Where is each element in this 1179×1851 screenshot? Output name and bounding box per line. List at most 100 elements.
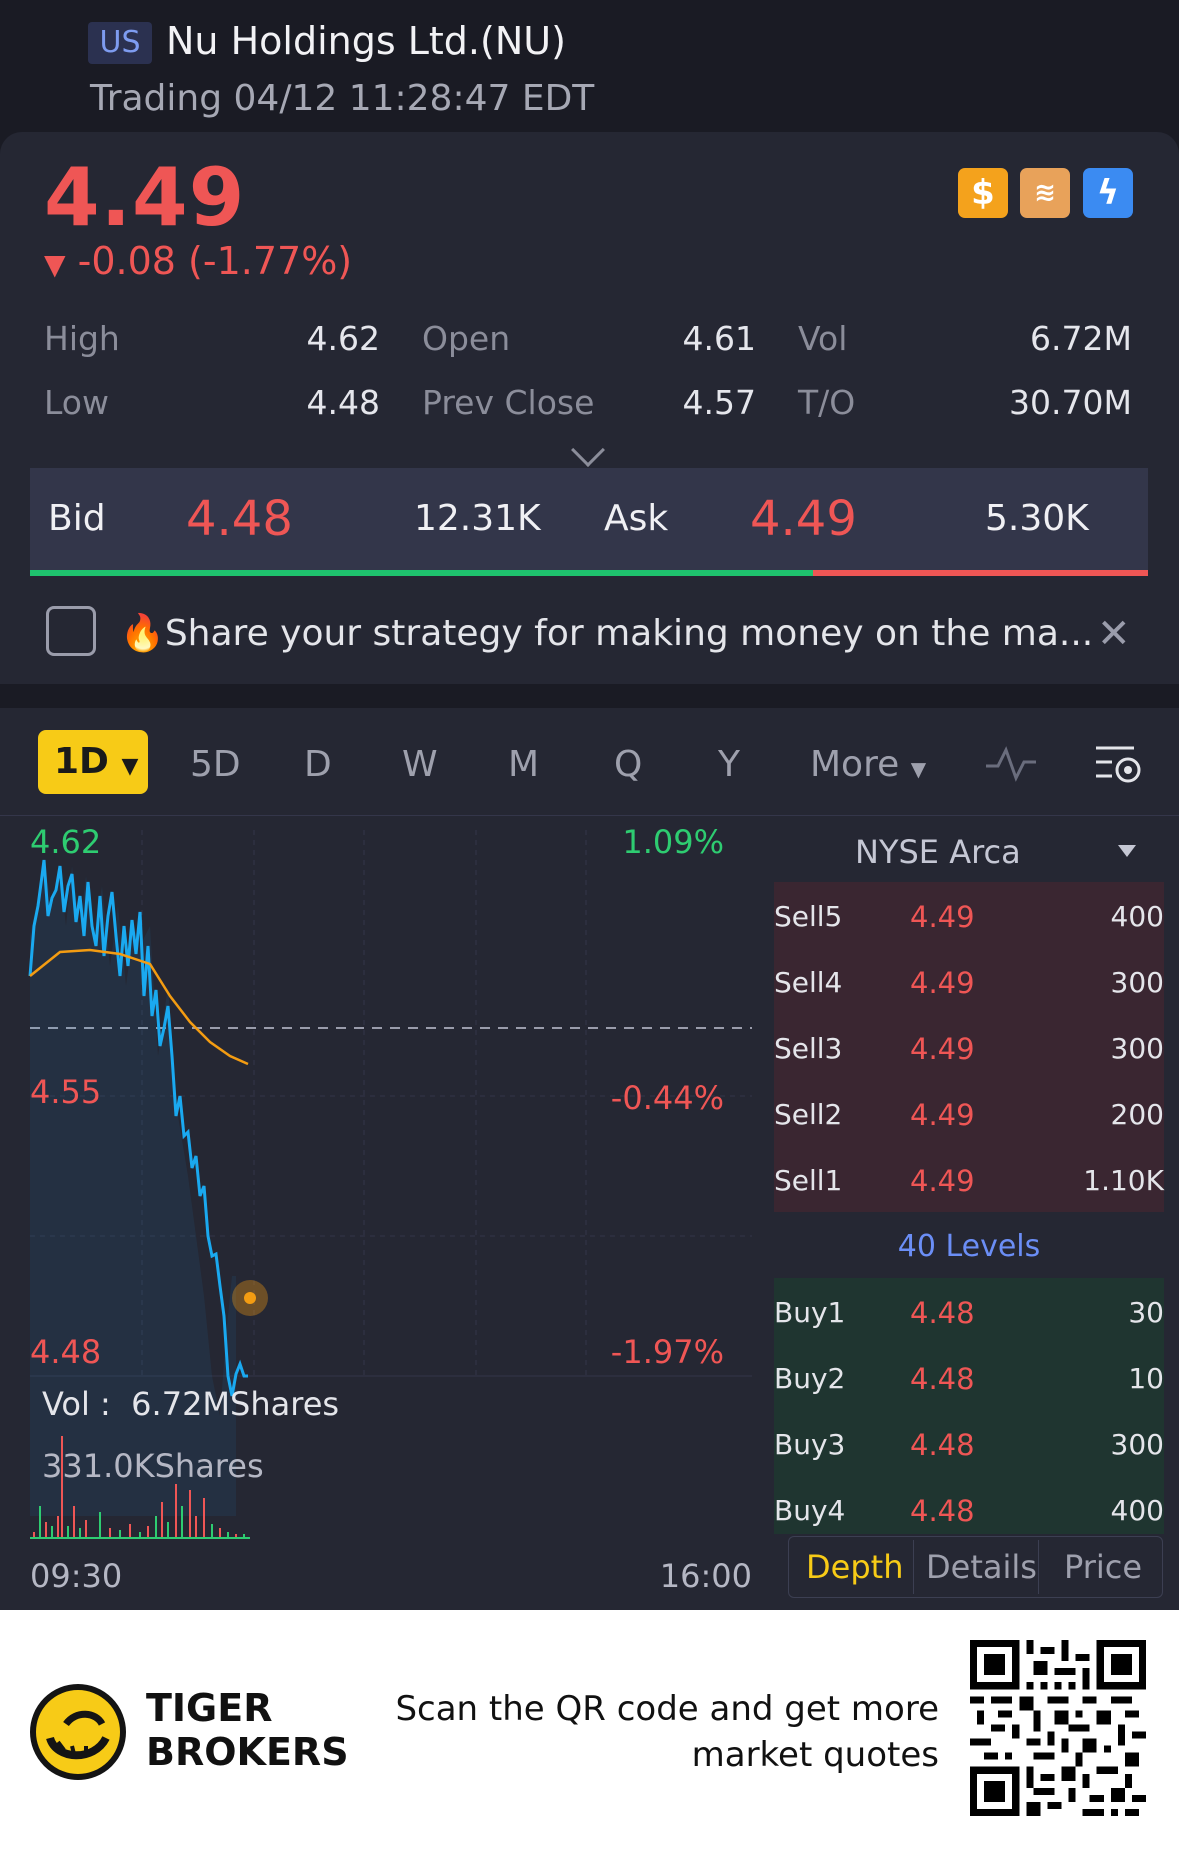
volume-label: Vol : 6.72MShares xyxy=(42,1384,339,1424)
level-name: Sell4 xyxy=(774,966,843,999)
prev-close-value: 4.57 xyxy=(682,383,756,422)
level-qty: 200 xyxy=(1110,1098,1164,1131)
sell-row: Sell2 4.49 200 xyxy=(774,1082,1164,1148)
pct-axis-low: -1.97% xyxy=(610,1333,724,1371)
average-line xyxy=(29,948,249,1066)
ask-strength-bar xyxy=(813,570,1148,576)
level-name: Sell2 xyxy=(774,1098,843,1131)
sell-levels-bg xyxy=(774,882,1164,1212)
brand-line-1: TIGER xyxy=(146,1686,273,1730)
turnover-value: 30.70M xyxy=(1009,383,1132,422)
promo-banner[interactable] xyxy=(0,590,1179,684)
ask-label: Ask xyxy=(604,498,669,539)
scan-text: Scan the QR code and get more market quo… xyxy=(395,1686,939,1778)
tab-1d-label: 1D xyxy=(54,741,109,782)
low-value: 4.48 xyxy=(306,383,380,422)
tab-details[interactable]: Details xyxy=(926,1548,1037,1586)
exchange-selector[interactable]: NYSE Arca xyxy=(855,833,1021,871)
level-qty: 1.10K xyxy=(1083,1164,1164,1197)
price-line xyxy=(28,859,248,1397)
tab-w[interactable]: W xyxy=(402,744,438,785)
tab-price[interactable]: Price xyxy=(1064,1548,1143,1586)
level-price: 4.48 xyxy=(910,1296,975,1330)
vol-value: 6.72M xyxy=(1030,319,1132,358)
buy-row: Buy2 4.48 10 xyxy=(774,1346,1164,1412)
tab-q[interactable]: Q xyxy=(614,744,643,785)
level-name: Sell1 xyxy=(774,1164,843,1197)
header-bar xyxy=(0,0,1179,135)
level-price: 4.48 xyxy=(910,1362,975,1396)
intraday-chart[interactable] xyxy=(0,816,760,1596)
bid-size: 12.31K xyxy=(414,498,541,539)
pct-axis-mid: -0.44% xyxy=(610,1079,724,1117)
level-qty: 400 xyxy=(1110,900,1164,933)
vol-label: Vol xyxy=(798,319,848,358)
bid-ask-bar xyxy=(30,468,1148,570)
last-price: 4.49 xyxy=(44,151,246,244)
brand-line-2: BROKERS xyxy=(146,1730,349,1774)
chart-settings-icon[interactable] xyxy=(1094,740,1144,790)
tab-depth[interactable]: Depth xyxy=(806,1548,904,1586)
price-change: ▼ -0.08 (-1.77%) xyxy=(44,236,352,290)
level-price: 4.49 xyxy=(910,1032,975,1066)
promo-text[interactable]: 🔥Share your strategy for making money on… xyxy=(120,613,1094,654)
caret-down-icon[interactable] xyxy=(1118,845,1136,857)
brand-name: TIGER BROKERS xyxy=(146,1686,349,1774)
sell-row: Sell1 4.49 1.10K xyxy=(774,1148,1164,1214)
market-badge: US xyxy=(88,22,152,64)
note-icon xyxy=(46,606,96,656)
sell-row: Sell5 4.49 400 xyxy=(774,884,1164,950)
bid-price: 4.48 xyxy=(186,491,293,547)
qr-code xyxy=(970,1640,1146,1816)
level-qty: 300 xyxy=(1110,966,1164,999)
buy-row: Buy4 4.48 400 xyxy=(774,1478,1164,1544)
price-axis-high: 4.62 xyxy=(30,823,102,861)
ask-size: 5.30K xyxy=(985,498,1089,539)
volume-label-text: Vol : xyxy=(42,1385,111,1423)
level-qty: 300 xyxy=(1110,1032,1164,1065)
tab-y[interactable]: Y xyxy=(718,744,740,785)
pct-axis-high: 1.09% xyxy=(622,823,724,861)
tiger-logo-icon xyxy=(30,1684,126,1780)
high-value: 4.62 xyxy=(306,319,380,358)
orderbook-tabs xyxy=(788,1536,1163,1598)
chart-period-tabs xyxy=(0,708,1179,816)
level-qty: 30 xyxy=(1128,1296,1164,1329)
bid-label: Bid xyxy=(48,498,106,539)
indicator-icon[interactable] xyxy=(984,744,1038,784)
levels-link[interactable]: 40 Levels xyxy=(897,1229,1041,1264)
level-price: 4.48 xyxy=(910,1428,975,1462)
ask-price: 4.49 xyxy=(750,491,857,547)
tab-more-label: More xyxy=(810,744,900,785)
level-name: Sell3 xyxy=(774,1032,843,1065)
tab-1d[interactable]: 1D ▼ xyxy=(38,730,148,794)
open-label: Open xyxy=(422,319,511,358)
time-end: 16:00 xyxy=(659,1557,752,1595)
sell-row: Sell4 4.49 300 xyxy=(774,950,1164,1016)
prev-close-label: Prev Close xyxy=(422,383,595,422)
sell-row: Sell3 4.49 300 xyxy=(774,1016,1164,1082)
layers-a-icon[interactable]: ≋ xyxy=(1020,168,1070,218)
dollar-icon[interactable]: $ xyxy=(958,168,1008,218)
volume-scale: 331.0KShares xyxy=(42,1447,264,1485)
tab-d[interactable]: D xyxy=(304,744,332,785)
level-price: 4.49 xyxy=(910,900,975,934)
volume-value: 6.72MShares xyxy=(131,1385,340,1423)
tab-5d[interactable]: 5D xyxy=(190,744,241,785)
tab-more[interactable]: More ▼ xyxy=(810,740,926,794)
tab-m[interactable]: M xyxy=(508,744,540,785)
level-price: 4.49 xyxy=(910,966,975,1000)
level-qty: 300 xyxy=(1110,1428,1164,1461)
level-name: Buy3 xyxy=(774,1428,846,1461)
close-icon[interactable]: ✕ xyxy=(1097,611,1131,657)
time-start: 09:30 xyxy=(30,1557,123,1595)
buy-row: Buy3 4.48 300 xyxy=(774,1412,1164,1478)
price-axis-mid: 4.55 xyxy=(30,1073,102,1111)
bid-strength-bar xyxy=(30,570,813,576)
lightning-1-icon[interactable]: ϟ xyxy=(1083,168,1133,218)
open-value: 4.61 xyxy=(682,319,756,358)
price-change-value: -0.08 (-1.77%) xyxy=(77,239,353,283)
level-price: 4.49 xyxy=(910,1164,975,1198)
level-qty: 10 xyxy=(1128,1362,1164,1395)
caret-down-icon: ▼ xyxy=(910,757,927,781)
